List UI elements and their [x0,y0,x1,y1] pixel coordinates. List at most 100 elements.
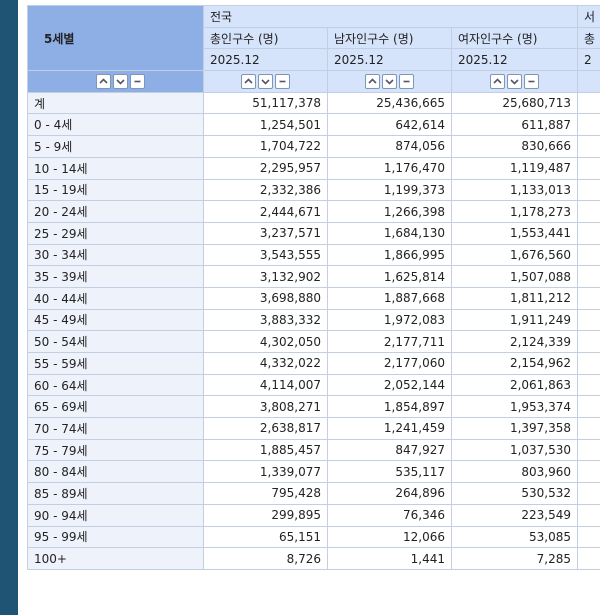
cell-value [577,352,600,375]
cell-value: 1,953,374 [450,395,579,419]
row-label: 5 - 9세 [27,135,204,158]
cell-value: 3,883,332 [203,308,328,332]
sort-down-button[interactable] [258,73,273,89]
data-row: 100+ 8,726 1,441 7,285 [27,547,600,570]
cell-value [577,330,600,353]
data-row: 15 - 19세 2,332,386 1,199,373 1,133,013 [27,178,600,202]
row-label: 30 - 34세 [27,243,204,267]
cell-value: 2,638,817 [203,417,328,440]
cell-value: 1,885,457 [203,438,328,462]
cell-value [577,156,600,180]
cell-value: 1,176,470 [327,156,452,180]
row-label: 20 - 24세 [27,200,204,223]
period-header: 2025.12 [203,48,328,72]
cell-value [577,113,600,137]
cell-value: 2,177,060 [327,352,452,375]
cell-value [577,265,600,288]
data-row: 90 - 94세 299,895 76,346 223,549 [27,503,600,527]
sort-minus-button[interactable] [275,73,290,89]
sort-up-button[interactable] [365,73,380,89]
cell-value [577,525,600,549]
sort-up-button[interactable] [96,73,111,89]
sort-down-button[interactable] [507,73,523,89]
button-cell [27,70,204,93]
cell-value: 1,625,814 [327,265,452,288]
icon [403,80,410,83]
data-row: 35 - 39세 3,132,902 1,625,814 1,507,088 [27,265,600,288]
cell-value: 223,549 [450,503,579,527]
region-header: 서 [577,5,600,28]
cell-value: 4,332,022 [203,352,328,375]
cell-value: 2,444,671 [203,200,328,223]
cell-value: 1,119,487 [450,156,579,180]
sort-minus-button[interactable] [399,73,414,89]
cell-value: 2,295,957 [203,156,328,180]
data-row: 75 - 79세 1,885,457 847,927 1,037,530 [27,438,600,462]
cell-value: 264,896 [327,482,452,505]
cell-value [577,200,600,223]
cell-value: 1,441 [327,547,452,570]
data-row: 60 - 64세 4,114,007 2,052,144 2,061,863 [27,373,600,397]
sort-minus-button[interactable] [130,73,145,89]
data-row: 80 - 84세 1,339,077 535,117 803,960 [27,460,600,484]
cell-value: 3,237,571 [203,221,328,245]
cell-value: 830,666 [450,135,579,158]
column-header: 남자인구수 (명) [327,26,452,50]
cell-value [577,503,600,527]
icon [493,78,502,84]
icon [279,80,286,83]
cell-value [577,308,600,332]
cell-value: 299,895 [203,503,328,527]
cell-value: 25,436,665 [327,91,452,115]
sort-up-button[interactable] [490,73,506,89]
cell-value: 530,532 [450,482,579,505]
cell-value [577,135,600,158]
table-container: 5세별 전국 서 총인구수 (명) 남자인구수 (명) 여자인구수 (명) 총 202… [27,5,600,570]
icon [510,79,519,85]
cell-value: 803,960 [450,460,579,484]
icon [116,79,125,85]
cell-value: 1,339,077 [203,460,328,484]
cell-value: 1,911,249 [450,308,579,332]
row-label: 40 - 44세 [27,286,204,310]
cell-value: 2,177,711 [327,330,452,353]
row-label: 10 - 14세 [27,156,204,180]
cell-value [577,547,600,570]
data-row: 65 - 69세 3,808,271 1,854,897 1,953,374 [27,395,600,419]
cell-value: 1,887,668 [327,286,452,310]
side-bar [0,0,18,615]
cell-value: 874,056 [327,135,452,158]
cell-value: 3,132,902 [203,265,328,288]
cell-value: 535,117 [327,460,452,484]
sort-up-button[interactable] [241,73,256,89]
cell-value: 3,543,555 [203,243,328,267]
data-row: 40 - 44세 3,698,880 1,887,668 1,811,212 [27,286,600,310]
row-label: 35 - 39세 [27,265,204,288]
sort-down-button[interactable] [382,73,397,89]
button-cell [203,70,328,93]
cell-value: 25,680,713 [450,91,579,115]
icon [99,78,108,84]
row-label: 계 [27,91,204,115]
data-row: 95 - 99세 65,151 12,066 53,085 [27,525,600,549]
cell-value: 76,346 [327,503,452,527]
cell-value: 1,866,995 [327,243,452,267]
row-label: 65 - 69세 [27,395,204,419]
icon [134,80,141,83]
period-header: 2025.12 [327,48,452,72]
data-row: 45 - 49세 3,883,332 1,972,083 1,911,249 [27,308,600,332]
cell-value: 1,241,459 [327,417,452,440]
sort-minus-button[interactable] [524,73,540,89]
cell-value: 12,066 [327,525,452,549]
period-header: 2 [577,48,600,72]
column-header: 여자인구수 (명) [450,26,579,50]
row-label: 25 - 29세 [27,221,204,245]
sort-down-button[interactable] [113,73,128,89]
cell-value: 2,061,863 [450,373,579,397]
cell-value: 611,887 [450,113,579,137]
cell-value: 1,397,358 [450,417,579,440]
data-row: 10 - 14세 2,295,957 1,176,470 1,119,487 [27,156,600,180]
row-label: 60 - 64세 [27,373,204,397]
cell-value: 795,428 [203,482,328,505]
